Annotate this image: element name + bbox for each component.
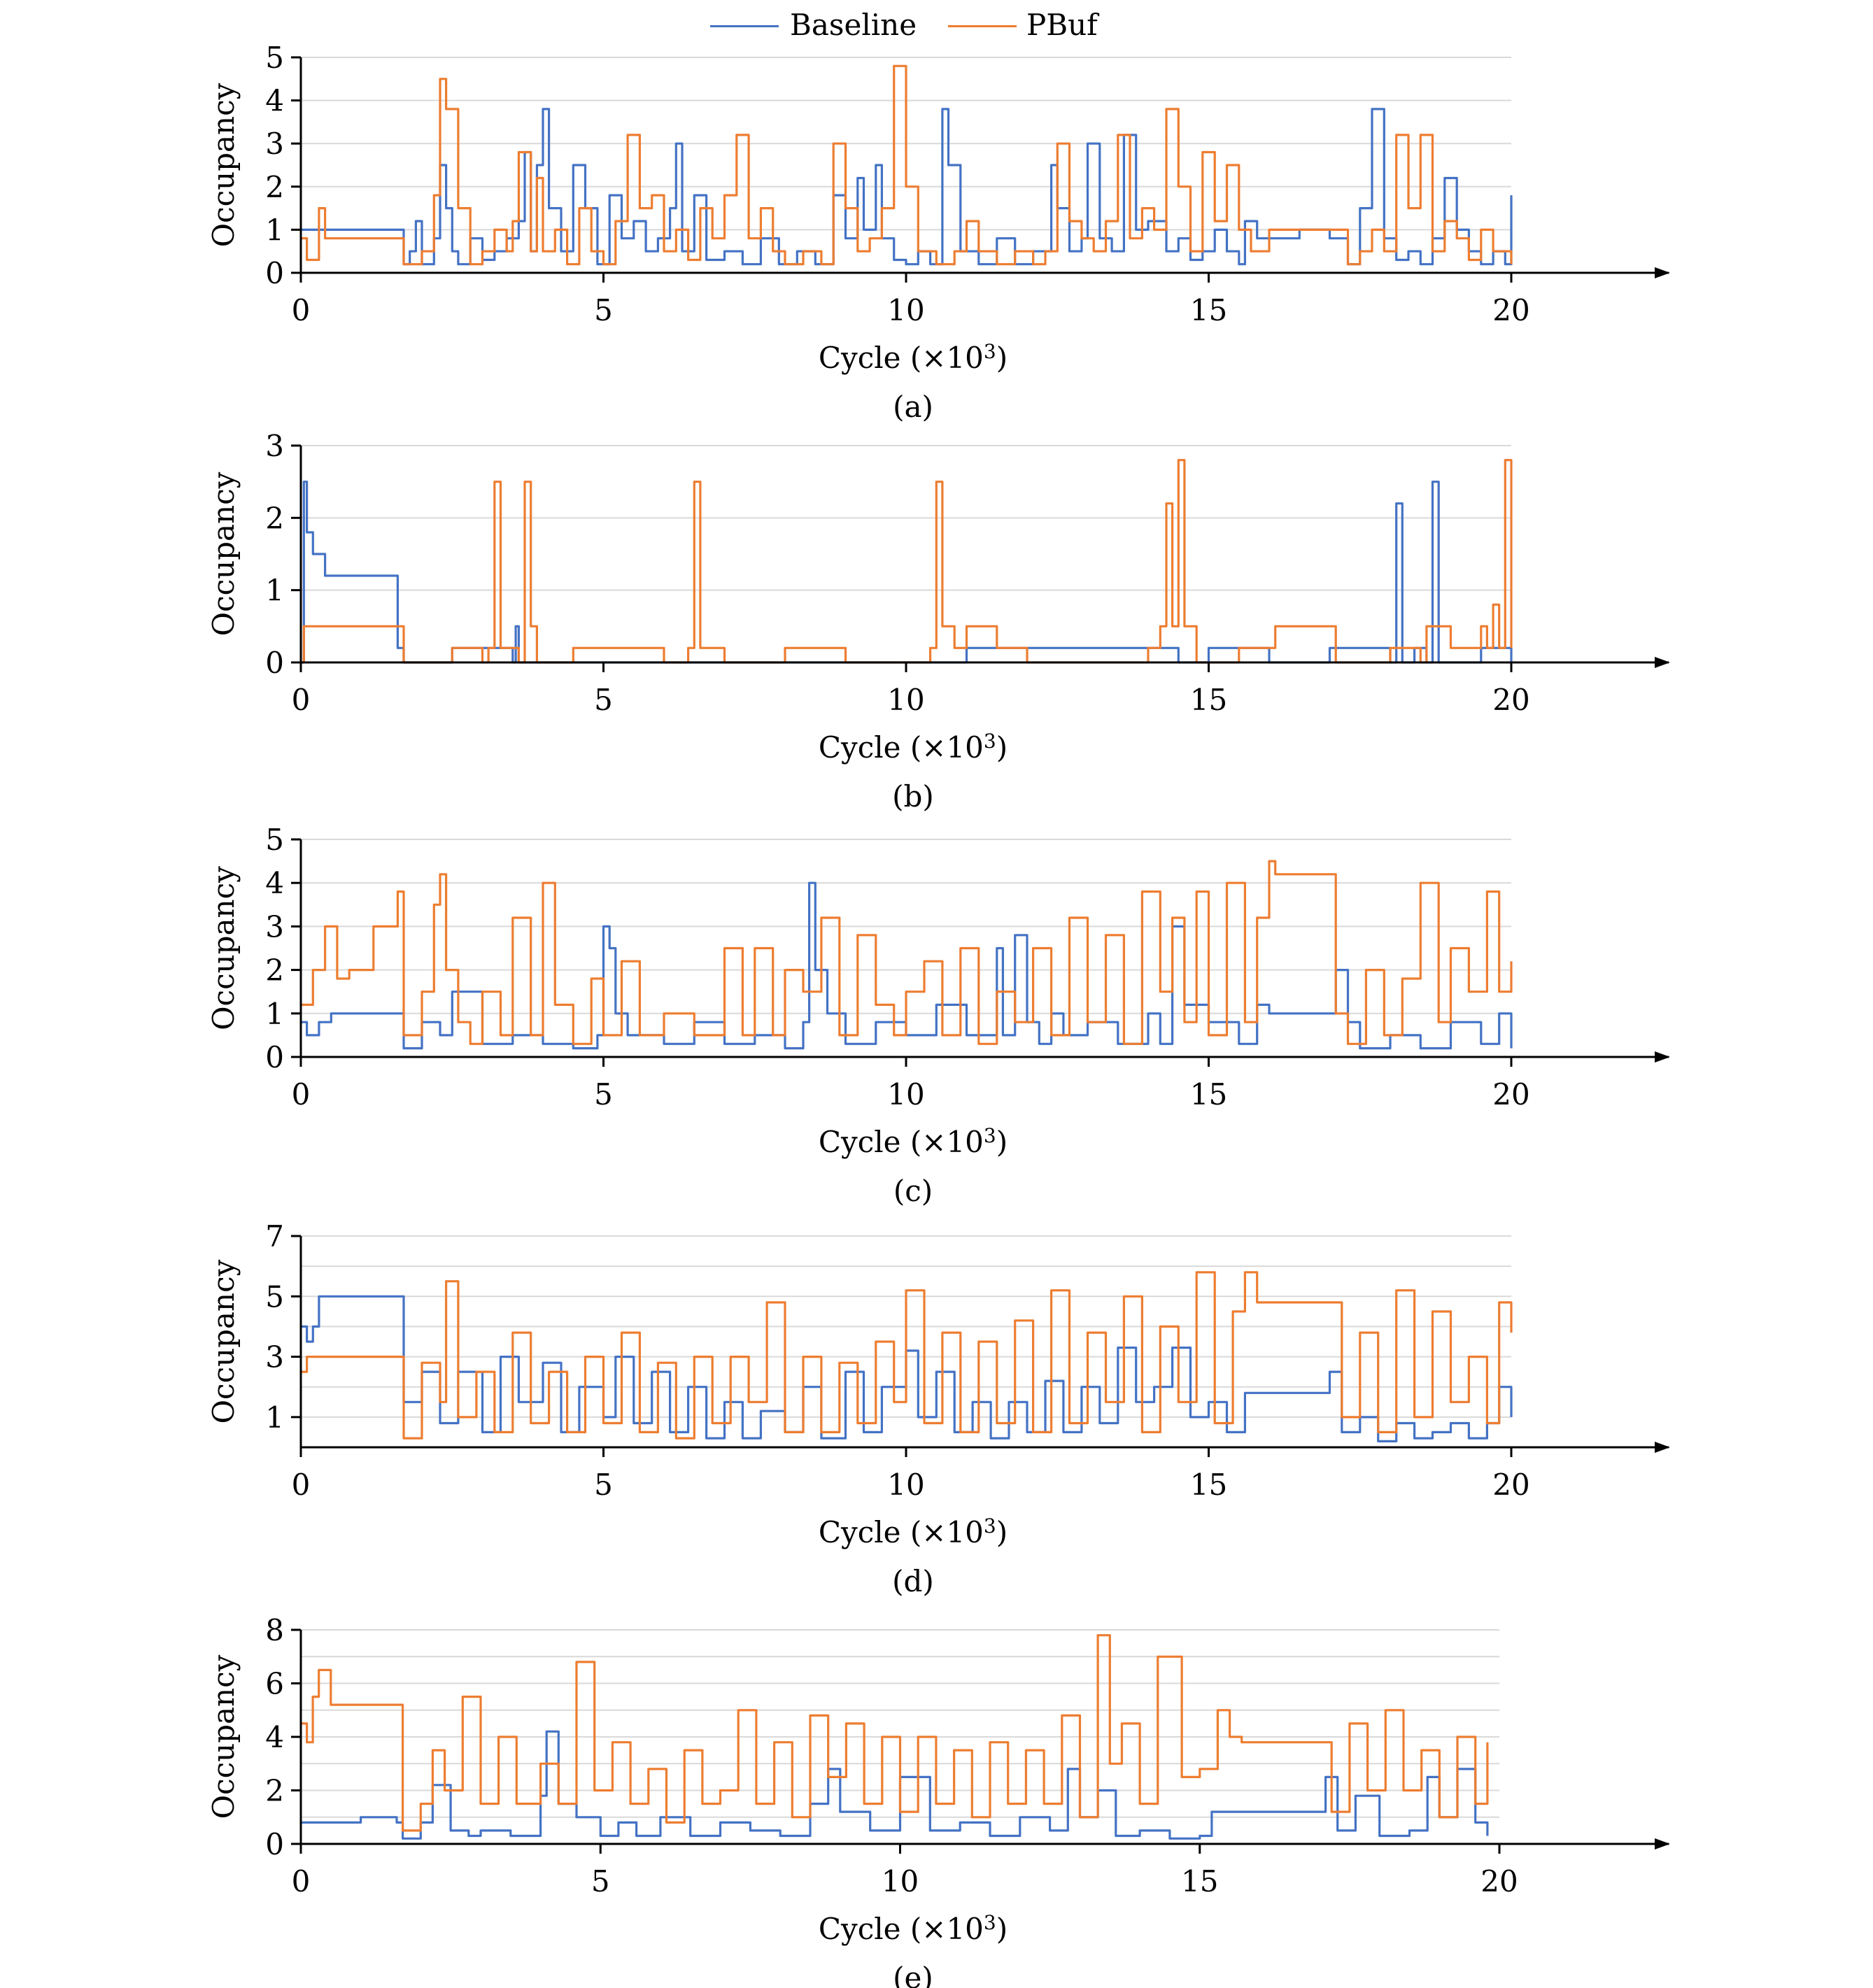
chart-panel-d: 1 3 5 7 0 5 10 15 20 Occupancy Cycle (×103) (d): [206, 1219, 1670, 1598]
y-tick-label: 3: [265, 127, 284, 161]
series-line-pbuf: [301, 860, 1513, 1045]
x-tick-label: 15: [1190, 1077, 1227, 1112]
x-axis-label: Cycle (×103): [819, 1911, 1008, 1946]
x-tick-label: 15: [1190, 1468, 1227, 1502]
y-tick-label: 1: [265, 574, 284, 608]
y-axis-label: Occupancy: [206, 866, 241, 1030]
legend: Baseline PBuf: [703, 6, 1151, 48]
series-line-pbuf: [301, 459, 1513, 664]
x-axis-label: Cycle (×103): [819, 1514, 1008, 1549]
x-tick-label: 20: [1480, 1864, 1518, 1898]
y-axis-label: Occupancy: [206, 83, 241, 247]
x-tick-label: 20: [1492, 1468, 1529, 1502]
y-tick-label: 0: [265, 1040, 284, 1074]
y-tick-label: 0: [265, 256, 284, 290]
chart-panel-c: 0 1 2 3 4 5 0 5 10 15 20 Occupancy Cycle (×103) (c): [206, 823, 1670, 1208]
legend-label-baseline: Baseline: [790, 8, 917, 42]
series-line-baseline: [301, 481, 1513, 664]
x-axis-arrow: [1655, 657, 1670, 668]
y-tick-label: 2: [265, 953, 284, 988]
x-tick-label: 10: [887, 683, 924, 717]
series-line-pbuf: [301, 1634, 1489, 1832]
series-line-pbuf: [301, 1271, 1513, 1440]
x-tick-label: 5: [594, 683, 613, 717]
y-tick-label: 0: [265, 1827, 284, 1861]
y-tick-label: 5: [265, 41, 284, 75]
panel-caption: (c): [893, 1174, 933, 1208]
x-tick-label: 10: [887, 1468, 924, 1502]
x-tick-label: 0: [292, 1468, 311, 1502]
y-axis-label: Occupancy: [206, 471, 241, 636]
x-tick-label: 5: [594, 293, 613, 327]
y-tick-label: 8: [265, 1613, 284, 1647]
x-tick-label: 0: [292, 1077, 311, 1112]
series-line-pbuf: [301, 64, 1513, 266]
x-tick-label: 15: [1190, 293, 1227, 327]
panel-caption: (e): [893, 1961, 933, 1988]
y-tick-label: 4: [265, 1720, 284, 1754]
y-tick-label: 3: [265, 429, 284, 463]
y-tick-label: 2: [265, 1774, 284, 1808]
legend-line-pbuf: [948, 25, 1017, 27]
y-tick-label: 1: [265, 1400, 284, 1435]
y-tick-label: 1: [265, 213, 284, 247]
y-tick-label: 0: [265, 646, 284, 680]
panel-caption: (a): [893, 390, 933, 424]
x-axis-arrow: [1655, 1838, 1670, 1849]
y-axis-label: Occupancy: [206, 1654, 241, 1819]
x-tick-label: 0: [292, 293, 311, 327]
y-axis-label: Occupancy: [206, 1259, 241, 1423]
legend-line-baseline: [710, 25, 779, 27]
y-tick-label: 3: [265, 1340, 284, 1375]
x-axis-label: Cycle (×103): [819, 340, 1008, 375]
x-axis-label: Cycle (×103): [819, 1124, 1008, 1159]
x-tick-label: 20: [1492, 1077, 1529, 1112]
x-tick-label: 5: [594, 1077, 613, 1112]
x-tick-label: 10: [887, 293, 924, 327]
y-tick-label: 5: [265, 823, 284, 857]
chart-panel-a: 0 1 2 3 4 5 0 5 10 15 20 Occupancy Cycle (×103) (a): [206, 41, 1670, 424]
x-tick-label: 0: [292, 1864, 311, 1898]
x-tick-label: 5: [591, 1864, 610, 1898]
x-tick-label: 20: [1492, 683, 1529, 717]
panel-caption: (d): [892, 1564, 934, 1598]
x-tick-label: 15: [1181, 1864, 1218, 1898]
series-line-baseline: [301, 1730, 1489, 1840]
x-tick-label: 10: [882, 1864, 919, 1898]
chart-panel-b: 0 1 2 3 0 5 10 15 20 Occupancy Cycle (×103) (b): [206, 429, 1670, 814]
y-tick-label: 2: [265, 170, 284, 204]
y-tick-label: 6: [265, 1667, 284, 1701]
y-tick-label: 2: [265, 501, 284, 535]
y-tick-label: 5: [265, 1279, 284, 1314]
y-tick-label: 4: [265, 84, 284, 118]
x-tick-label: 0: [292, 683, 311, 717]
x-axis-arrow: [1655, 1442, 1670, 1453]
x-tick-label: 20: [1492, 293, 1529, 327]
chart-panel-e: 0 2 4 6 8 0 5 10 15 20 Occupancy Cycle (×103) (e): [206, 1613, 1670, 1988]
x-axis-arrow: [1655, 1051, 1670, 1063]
x-tick-label: 10: [887, 1077, 924, 1112]
x-axis-arrow: [1655, 267, 1670, 278]
x-tick-label: 5: [594, 1468, 613, 1502]
panel-caption: (b): [892, 779, 934, 814]
y-tick-label: 7: [265, 1219, 284, 1254]
x-tick-label: 15: [1190, 683, 1227, 717]
y-tick-label: 1: [265, 997, 284, 1031]
x-axis-label: Cycle (×103): [819, 730, 1008, 765]
y-tick-label: 3: [265, 909, 284, 944]
legend-label-pbuf: PBuf: [1026, 8, 1098, 42]
y-tick-label: 4: [265, 866, 284, 900]
